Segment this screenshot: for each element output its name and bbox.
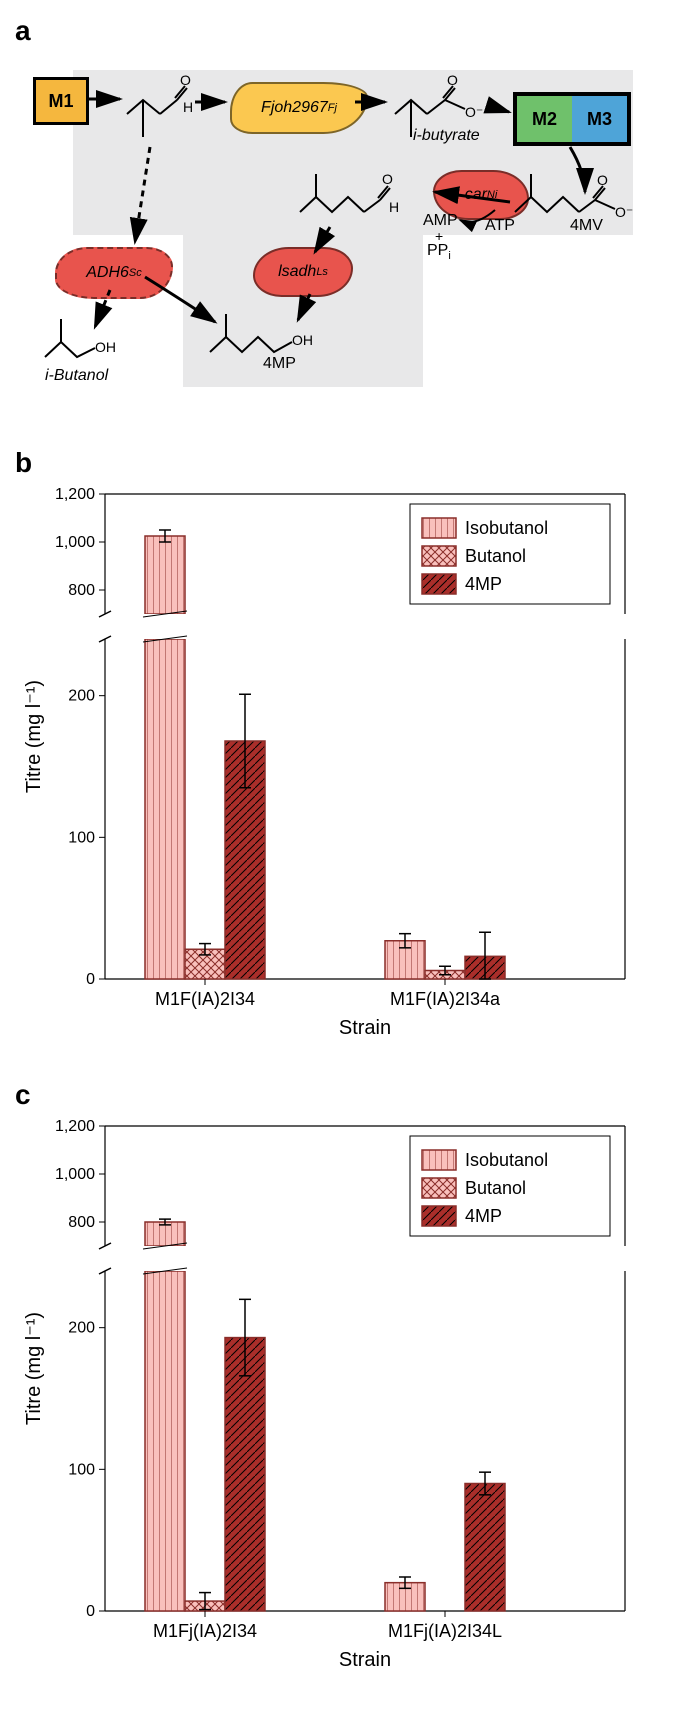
- svg-text:Titre (mg l⁻¹): Titre (mg l⁻¹): [23, 680, 45, 793]
- ppi-label: PPi: [427, 242, 451, 262]
- svg-text:Butanol: Butanol: [465, 546, 526, 566]
- chart-c: 0 100 200 800 1,000 1,200 Titre (mg l⁻¹) M1Fj(I…: [15, 1116, 645, 1686]
- svg-text:100: 100: [68, 829, 95, 846]
- diagram-svg: H O O O⁻ O O⁻ O H: [15, 52, 645, 422]
- svg-text:O: O: [597, 172, 608, 188]
- svg-text:0: 0: [86, 1603, 95, 1620]
- svg-text:O: O: [382, 171, 393, 187]
- svg-text:Isobutanol: Isobutanol: [465, 518, 548, 538]
- svg-text:OH: OH: [292, 332, 313, 348]
- svg-text:OH: OH: [95, 339, 116, 355]
- panel-a-label: a: [15, 15, 670, 47]
- svg-text:Strain: Strain: [339, 1649, 391, 1671]
- svg-text:800: 800: [68, 582, 95, 599]
- ppi-p: PP: [427, 242, 448, 259]
- svg-text:1,000: 1,000: [55, 1166, 95, 1183]
- svg-text:H: H: [389, 199, 399, 215]
- ibutanol-label: i-Butanol: [45, 367, 108, 385]
- svg-text:O⁻: O⁻: [615, 204, 633, 220]
- svg-text:4MP: 4MP: [465, 574, 502, 594]
- svg-text:M1F(IA)2I34a: M1F(IA)2I34a: [390, 989, 501, 1009]
- svg-text:100: 100: [68, 1461, 95, 1478]
- svg-text:Titre (mg l⁻¹): Titre (mg l⁻¹): [23, 1312, 45, 1425]
- svg-text:O: O: [447, 72, 458, 88]
- svg-text:1,000: 1,000: [55, 534, 95, 551]
- svg-text:4MP: 4MP: [465, 1206, 502, 1226]
- svg-text:200: 200: [68, 1320, 95, 1337]
- svg-text:800: 800: [68, 1214, 95, 1231]
- svg-text:M1Fj(IA)2I34: M1Fj(IA)2I34: [153, 1621, 257, 1641]
- svg-text:M1F(IA)2I34: M1F(IA)2I34: [155, 989, 255, 1009]
- svg-text:M1Fj(IA)2I34L: M1Fj(IA)2I34L: [388, 1621, 502, 1641]
- svg-text:Strain: Strain: [339, 1017, 391, 1039]
- panel-c-label: c: [15, 1079, 670, 1111]
- svg-text:O⁻: O⁻: [465, 104, 483, 120]
- chart-b-svg: 0 100 200 800 1,000 1,200 Titre (mg l⁻¹) M1F(IA…: [15, 484, 645, 1054]
- svg-text:Butanol: Butanol: [465, 1178, 526, 1198]
- atp-label: ATP: [485, 217, 515, 235]
- panel-c: c 0 100 200 800 1,000 1,200 Titre (mg l⁻¹) M1Fj…: [15, 1079, 670, 1686]
- fourmp-label: 4MP: [263, 355, 296, 373]
- panel-b: b 0 100 200 800 1,000 1,200 Titre (mg l⁻¹) M1F(…: [15, 447, 670, 1054]
- svg-text:200: 200: [68, 688, 95, 705]
- svg-text:H: H: [183, 99, 193, 115]
- svg-text:Isobutanol: Isobutanol: [465, 1150, 548, 1170]
- chart-b: 0 100 200 800 1,000 1,200 Titre (mg l⁻¹) M1F(IA…: [15, 484, 645, 1054]
- panel-b-label: b: [15, 447, 670, 479]
- fourmv-label: 4MV: [570, 217, 603, 235]
- panel-a: a M1 M2 M3 Fjoh2967Fj carNi lsadhLs ADH6…: [15, 15, 670, 422]
- chart-c-svg: 0 100 200 800 1,000 1,200 Titre (mg l⁻¹) M1Fj(I…: [15, 1116, 645, 1686]
- ibutyrate-label: i-butyrate: [413, 127, 480, 145]
- ppi-i: i: [448, 250, 450, 262]
- svg-text:1,200: 1,200: [55, 486, 95, 503]
- svg-text:O: O: [180, 72, 191, 88]
- svg-text:1,200: 1,200: [55, 1118, 95, 1135]
- diagram-a: M1 M2 M3 Fjoh2967Fj carNi lsadhLs ADH6Sc: [15, 52, 645, 422]
- svg-text:0: 0: [86, 971, 95, 988]
